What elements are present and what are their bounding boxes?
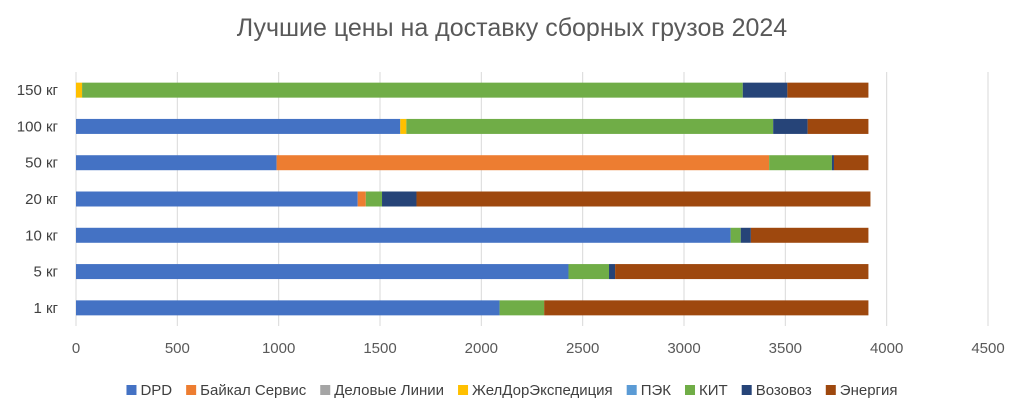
legend-label: Деловые Линии [334, 382, 444, 399]
bar-segment [568, 264, 610, 280]
x-tick-label: 500 [165, 340, 190, 357]
bar-segment [609, 264, 616, 280]
legend-label: КИТ [699, 382, 728, 399]
legend: DPD Байкал Сервис Деловые Линии ЖелДорЭкспе… [126, 382, 898, 399]
bar-segment [773, 118, 808, 134]
x-tick-label: 3000 [667, 340, 700, 357]
legend-swatch [741, 385, 752, 395]
bar-segment [807, 118, 869, 134]
bar-segment [406, 118, 774, 134]
bar-segment [382, 191, 417, 207]
legend-label: DPD [140, 382, 172, 399]
legend-item: Деловые Линии [320, 382, 444, 399]
bar-segment [730, 227, 741, 243]
category-labels: 1 кг 5 кг 10 кг 20 кг 50 кг 100 кг 150 кг [17, 82, 59, 317]
legend-swatch [685, 385, 696, 395]
category-label: 100 кг [17, 118, 59, 135]
bar-segment [769, 155, 832, 171]
x-tick-label: 3500 [769, 340, 802, 357]
bar-segment [742, 82, 788, 98]
x-tick-label: 1500 [363, 340, 396, 357]
bar-segment [365, 191, 383, 207]
bar-segment [76, 191, 358, 207]
chart-title: Лучшие цены на доставку сборных грузов 2… [237, 14, 788, 42]
legend-swatch [320, 385, 331, 395]
bar-segment [76, 155, 277, 171]
category-label: 20 кг [25, 191, 58, 208]
bar-segment [740, 227, 751, 243]
legend-label: Энергия [840, 382, 898, 399]
legend-item: DPD [126, 382, 172, 399]
bar-segment [787, 82, 869, 98]
bar-segment [750, 227, 869, 243]
x-tick-label: 1000 [262, 340, 295, 357]
bar-segment [76, 300, 500, 316]
legend-swatch [825, 385, 836, 395]
bar-segment [82, 82, 743, 98]
legend-swatch [186, 385, 197, 395]
legend-label: Возовоз [756, 382, 812, 399]
legend-label: ЖелДорЭкспедиция [472, 382, 613, 399]
bar-segment [357, 191, 366, 207]
bar-segment [400, 118, 407, 134]
category-label: 5 кг [33, 264, 58, 281]
bar-segment [76, 118, 401, 134]
bar-segment [499, 300, 545, 316]
x-tick-label: 2500 [566, 340, 599, 357]
category-label: 150 кг [17, 82, 59, 99]
legend-item: КИТ [685, 382, 728, 399]
bar-segment [276, 155, 770, 171]
bar-segment [76, 82, 83, 98]
legend-swatch [626, 385, 637, 395]
x-axis-ticks: 0 500 1000 1500 2000 2500 3000 3500 4000 4500 [72, 340, 1005, 357]
legend-item: ЖелДорЭкспедиция [458, 382, 613, 399]
legend-swatch [126, 385, 137, 395]
x-tick-label: 4500 [971, 340, 1004, 357]
bar-segment [416, 191, 871, 207]
bar-segment [615, 264, 869, 280]
x-tick-label: 4000 [870, 340, 903, 357]
x-tick-label: 2000 [465, 340, 498, 357]
category-label: 50 кг [25, 155, 58, 172]
legend-swatch [458, 385, 469, 395]
legend-label: Байкал Сервис [200, 382, 307, 399]
bar-segment [544, 300, 869, 316]
legend-item: Байкал Сервис [186, 382, 307, 399]
legend-item: Энергия [825, 382, 898, 399]
category-label: 1 кг [33, 300, 58, 317]
legend-item: ПЭК [626, 382, 672, 399]
bar-segment [831, 155, 834, 171]
bars [76, 82, 871, 316]
bar-segment [76, 227, 731, 243]
legend-item: Возовоз [741, 382, 812, 399]
category-label: 10 кг [25, 227, 58, 244]
legend-label: ПЭК [641, 382, 672, 399]
bar-segment [76, 264, 569, 280]
x-tick-label: 0 [72, 340, 80, 357]
bar-segment [833, 155, 869, 171]
